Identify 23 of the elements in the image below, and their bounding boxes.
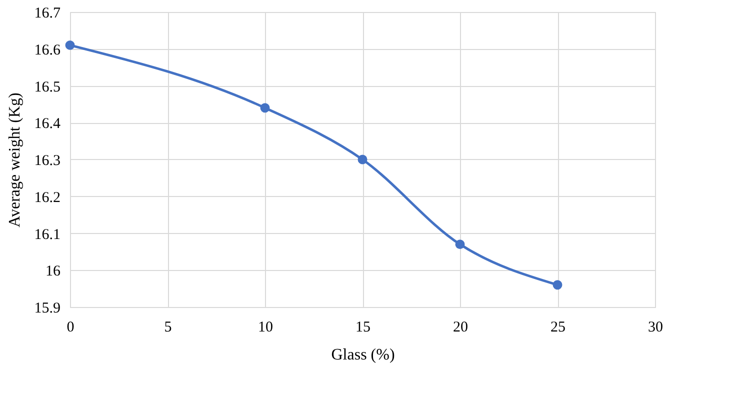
- point: [455, 240, 465, 250]
- y-tick-label: 16.7: [34, 6, 61, 22]
- x-tick-label: 5: [164, 320, 172, 336]
- x-tick-label: 25: [550, 320, 566, 336]
- y-tick-label: 15.9: [34, 300, 60, 316]
- x-tick-label: 30: [648, 320, 663, 336]
- x-tick-label: 0: [66, 320, 74, 336]
- point: [65, 40, 75, 50]
- y-tick-label: 16.3: [34, 153, 60, 169]
- x-axis-title: Glass (%): [331, 346, 395, 364]
- y-tick-label: 16.6: [34, 42, 61, 58]
- x-tick-label: 15: [356, 320, 370, 336]
- y-tick-label: 16.1: [34, 226, 60, 243]
- y-tick-label: 16.2: [34, 190, 60, 206]
- point: [260, 103, 270, 113]
- y-tick-label: 16: [46, 264, 61, 280]
- y-tick-label: 16.4: [34, 116, 61, 132]
- point: [552, 280, 562, 290]
- y-axis-title: Average weight (Kg): [6, 92, 24, 228]
- y-tick-label: 16.5: [34, 79, 60, 96]
- x-tick-label: 10: [258, 320, 273, 336]
- x-tick-label: 20: [453, 320, 468, 336]
- point: [358, 154, 368, 164]
